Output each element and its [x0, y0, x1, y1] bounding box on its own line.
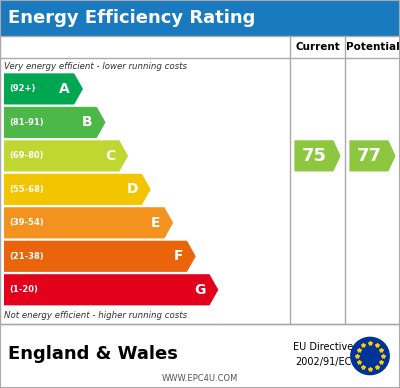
Bar — [0, 0, 400, 36]
Text: G: G — [194, 283, 206, 297]
Text: EU Directive: EU Directive — [293, 343, 353, 352]
Text: A: A — [60, 82, 70, 96]
Polygon shape — [4, 207, 173, 238]
Text: (39-54): (39-54) — [9, 218, 44, 227]
Text: 75: 75 — [302, 147, 326, 165]
Text: Not energy efficient - higher running costs: Not energy efficient - higher running co… — [4, 310, 187, 320]
Polygon shape — [4, 107, 106, 138]
Text: D: D — [126, 182, 138, 196]
Text: E: E — [151, 216, 160, 230]
Text: Energy Efficiency Rating: Energy Efficiency Rating — [8, 9, 255, 27]
Circle shape — [351, 337, 389, 375]
Text: 2002/91/EC: 2002/91/EC — [295, 357, 351, 367]
Polygon shape — [4, 274, 218, 305]
Text: F: F — [174, 249, 183, 263]
Text: Potential: Potential — [346, 42, 399, 52]
Text: (55-68): (55-68) — [9, 185, 44, 194]
Text: B: B — [82, 115, 93, 129]
Polygon shape — [4, 174, 151, 205]
Text: Very energy efficient - lower running costs: Very energy efficient - lower running co… — [4, 62, 187, 71]
Polygon shape — [4, 140, 128, 171]
Text: 77: 77 — [356, 147, 382, 165]
Text: (92+): (92+) — [9, 85, 35, 94]
Text: (1-20): (1-20) — [9, 285, 38, 294]
Text: (21-38): (21-38) — [9, 252, 44, 261]
Text: (69-80): (69-80) — [9, 151, 43, 160]
Text: (81-91): (81-91) — [9, 118, 44, 127]
Text: England & Wales: England & Wales — [8, 345, 178, 363]
Text: C: C — [105, 149, 115, 163]
Polygon shape — [4, 73, 83, 104]
Polygon shape — [294, 140, 340, 171]
Bar — [0, 36, 400, 324]
Text: WWW.EPC4U.COM: WWW.EPC4U.COM — [162, 374, 238, 383]
Text: Current: Current — [295, 42, 340, 52]
Polygon shape — [4, 241, 196, 272]
Polygon shape — [350, 140, 396, 171]
